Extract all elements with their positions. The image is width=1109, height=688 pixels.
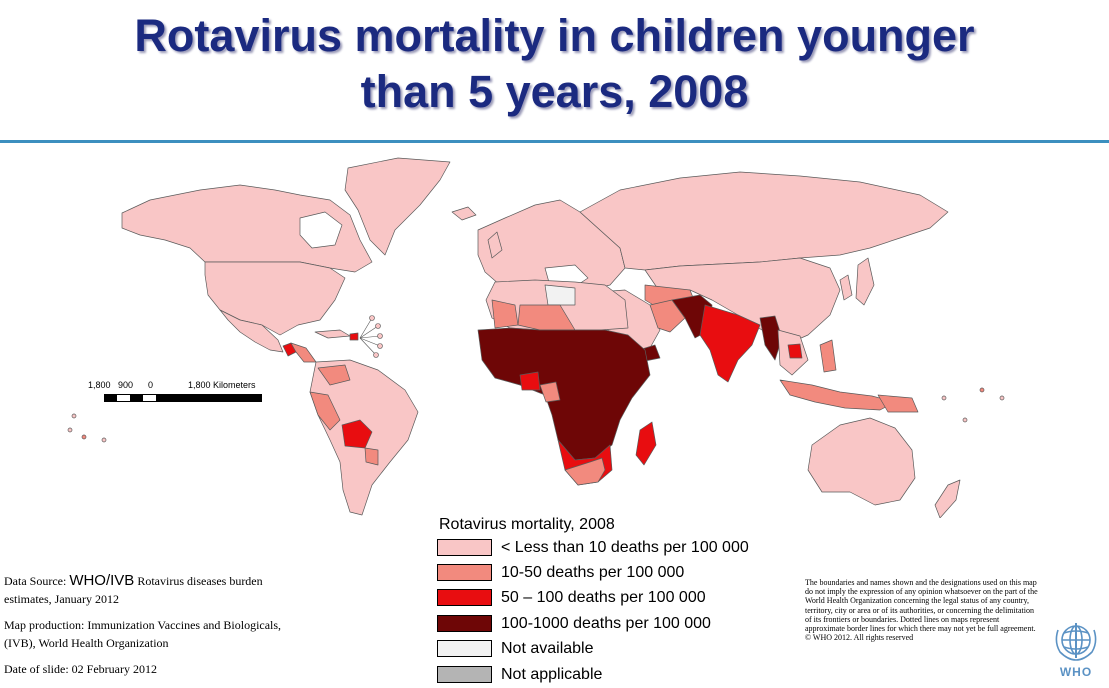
legend-item: 50 – 100 deaths per 100 000 <box>437 589 807 609</box>
legend-label: 10-50 deaths per 100 000 <box>501 564 685 581</box>
region-iceland <box>451 206 477 221</box>
scale-strip <box>104 394 262 402</box>
region-australia <box>807 417 916 506</box>
region-west-africa-red <box>519 371 541 391</box>
region-korea <box>839 274 853 301</box>
legend-item: Not available <box>437 640 807 660</box>
region-uk <box>487 231 503 259</box>
region-paraguay <box>364 447 379 466</box>
legend-item: 100-1000 deaths per 100 000 <box>437 615 807 635</box>
region-philippines <box>819 339 837 373</box>
copyright-text: © WHO 2012. All rights reserved <box>805 633 914 643</box>
title-line-2: than 5 years, 2008 <box>360 66 749 117</box>
legend-swatch <box>437 589 492 606</box>
date-line: Date of slide: 02 February 2012 <box>4 662 157 676</box>
region-sahara-na <box>544 284 576 306</box>
region-japan <box>855 257 875 306</box>
source-prefix: Data Source: <box>4 574 70 588</box>
legend-swatch <box>437 564 492 581</box>
region-sub-saharan-africa <box>477 327 651 461</box>
scale-label-1800: 1,800 <box>88 380 111 390</box>
source-rest: Rotavirus diseases burden estimates, Jan… <box>4 574 263 606</box>
region-caribbean <box>314 329 351 339</box>
scale-label-km: 1,800 Kilometers <box>188 380 256 390</box>
source-org: WHO/IVB <box>69 572 135 589</box>
legend-swatch <box>437 666 492 683</box>
legend-label: 100-1000 deaths per 100 000 <box>501 615 711 632</box>
data-source: Data Source: WHO/IVB Rotavirus diseases … <box>4 572 304 678</box>
disclaimer-text: The boundaries and names shown and the d… <box>805 578 1038 634</box>
legend-label: 50 – 100 deaths per 100 000 <box>501 589 706 606</box>
region-usa <box>204 261 346 336</box>
region-greenland <box>344 157 451 256</box>
region-central-america <box>290 342 317 363</box>
region-venezuela <box>317 364 351 386</box>
region-madagascar <box>635 421 657 466</box>
legend-swatch <box>437 615 492 632</box>
region-gabon-congo <box>539 381 561 403</box>
title-divider <box>0 140 1109 143</box>
region-canada <box>121 184 373 273</box>
caribbean-callouts <box>359 315 383 358</box>
legend-label: < Less than 10 deaths per 100 000 <box>501 539 749 556</box>
region-iran <box>649 299 686 333</box>
who-logo-text: WHO <box>1060 665 1092 679</box>
disclaimer: The boundaries and names shown and the d… <box>805 578 1041 642</box>
region-new-zealand <box>934 479 961 518</box>
world-map <box>67 157 1005 518</box>
region-south-africa <box>564 457 606 486</box>
region-hudson-bay <box>299 211 343 249</box>
map-title: Rotavirus mortality in children younger … <box>0 8 1109 120</box>
source-line: Data Source: WHO/IVB Rotavirus diseases … <box>4 572 304 608</box>
region-india <box>699 304 761 383</box>
region-china <box>644 257 841 346</box>
region-png <box>877 394 919 413</box>
region-bolivia <box>341 419 373 449</box>
legend-item: < Less than 10 deaths per 100 000 <box>437 539 807 559</box>
region-pacific-islands <box>71 413 77 419</box>
legend-title: Rotavirus mortality, 2008 <box>439 516 615 533</box>
who-logo: WHO <box>1055 623 1097 679</box>
title-line-1: Rotavirus mortality in children younger <box>134 10 975 61</box>
legend-item: 10-50 deaths per 100 000 <box>437 564 807 584</box>
production-line: Map production: Immunization Vaccines an… <box>4 618 282 650</box>
legend-item: Not applicable <box>437 666 807 686</box>
legend: Rotavirus mortality, 2008 < Less than 10… <box>437 515 807 688</box>
region-haiti <box>349 332 359 341</box>
legend-swatch <box>437 640 492 657</box>
region-cambodia <box>787 343 803 359</box>
legend-label: Not applicable <box>501 666 603 683</box>
region-russia <box>579 171 949 271</box>
region-mexico <box>219 309 284 353</box>
region-peru <box>309 391 341 431</box>
region-europe <box>477 199 626 293</box>
region-myanmar <box>759 315 783 361</box>
legend-swatch <box>437 539 492 556</box>
legend-label: Not available <box>501 640 594 657</box>
scale-label-0: 0 <box>148 380 154 390</box>
scale-label-900: 900 <box>118 380 134 390</box>
scale-bar: 1,800 900 0 1,800 Kilometers <box>88 380 288 410</box>
